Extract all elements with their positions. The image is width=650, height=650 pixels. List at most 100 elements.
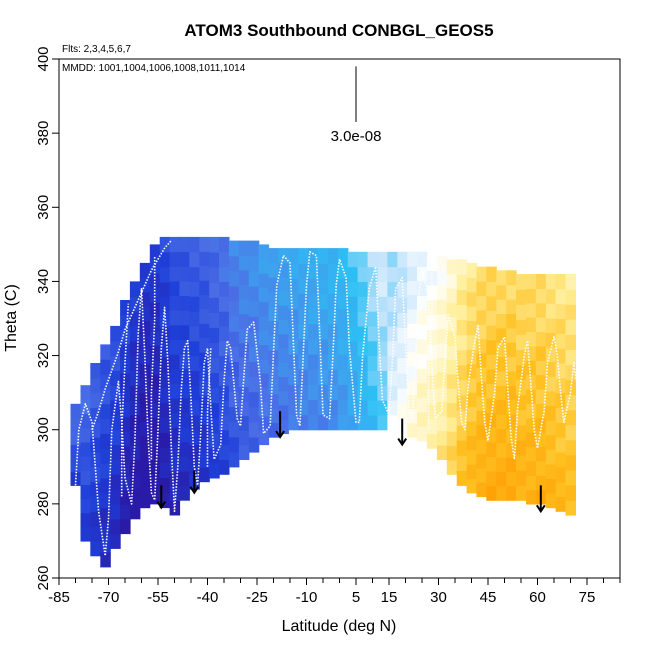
heatmap-cell — [367, 311, 379, 327]
heatmap-cell — [100, 463, 111, 479]
heatmap-cell — [298, 308, 309, 325]
heatmap-cell — [189, 325, 200, 342]
heatmap-cell — [149, 330, 161, 346]
heatmap-cell — [496, 313, 507, 329]
heatmap-cell — [179, 251, 190, 267]
heatmap-cell — [209, 236, 220, 253]
heatmap-cell — [268, 320, 280, 336]
heatmap-cell — [120, 504, 131, 520]
heatmap-cell — [90, 496, 101, 512]
heatmap-cell — [496, 442, 507, 458]
heatmap-cell — [248, 270, 260, 287]
heatmap-cell — [397, 266, 408, 283]
heatmap-cell — [278, 276, 289, 292]
heatmap-cell — [169, 354, 181, 370]
heatmap-cell — [209, 402, 220, 419]
heatmap-cell — [555, 303, 567, 320]
heatmap-cell — [318, 293, 329, 310]
heatmap-cell — [258, 301, 270, 317]
heatmap-cell — [357, 266, 369, 282]
heatmap-cell — [110, 325, 121, 342]
heatmap-cell — [278, 419, 289, 435]
heatmap-cell — [199, 251, 210, 267]
heatmap-cell — [139, 320, 151, 336]
heatmap-cell — [248, 421, 260, 438]
heatmap-cell — [417, 339, 428, 355]
heatmap-cell — [407, 422, 418, 438]
heatmap-cell — [526, 489, 537, 505]
heatmap-cell — [159, 282, 171, 298]
heatmap-cell — [526, 417, 537, 433]
flight-track — [120, 303, 130, 497]
heatmap-cell — [248, 331, 260, 347]
heatmap-cell — [149, 460, 161, 476]
heatmap-cell — [357, 296, 369, 312]
heatmap-cell — [228, 421, 240, 438]
heatmap-cell — [545, 463, 557, 479]
x-tick-label: -10 — [296, 589, 318, 606]
x-tick-label: -55 — [147, 589, 169, 606]
heatmap-cell — [506, 385, 517, 401]
heatmap-cell — [486, 412, 497, 428]
heatmap-cell — [298, 414, 309, 431]
heatmap-cell — [238, 284, 250, 300]
heatmap-cell — [486, 383, 497, 399]
heatmap-cell — [110, 459, 121, 475]
heatmap-cell — [159, 477, 171, 494]
heatmap-cell — [258, 387, 270, 403]
heatmap-cell — [555, 496, 567, 512]
heatmap-cell — [120, 489, 131, 505]
heatmap-cell — [199, 380, 210, 396]
heatmap-cell — [90, 511, 101, 527]
heatmap-cell — [516, 289, 527, 305]
heatmap-cell — [199, 280, 210, 296]
heatmap-cell — [298, 399, 309, 416]
heatmap-cell — [189, 459, 200, 475]
heatmap-cell — [446, 287, 458, 303]
y-tick-label: 300 — [35, 417, 52, 442]
heatmap-cell — [337, 323, 349, 340]
heatmap-cell — [347, 400, 359, 416]
heatmap-cell — [555, 452, 567, 468]
heatmap-cell — [228, 255, 240, 272]
heatmap-cell — [278, 362, 289, 377]
heatmap-cell — [100, 388, 111, 405]
y-axis-label: Theta (C) — [3, 284, 20, 352]
heatmap-cell — [337, 293, 349, 310]
heatmap-cell — [436, 401, 448, 417]
heatmap-cell — [169, 368, 181, 384]
heatmap-cell — [159, 432, 171, 448]
heatmap-cell — [506, 327, 517, 343]
heatmap-cell — [476, 295, 487, 311]
heatmap-cell — [516, 364, 527, 381]
heatmap-cell — [466, 435, 478, 451]
heatmap-cell — [446, 416, 458, 432]
heatmap-cell — [357, 325, 369, 342]
heatmap-cell — [535, 360, 547, 376]
heatmap-cell — [129, 355, 141, 371]
heatmap-cell — [110, 444, 121, 460]
heatmap-cell — [337, 369, 349, 385]
heatmap-cell — [159, 267, 171, 283]
heatmap-cell — [327, 369, 339, 385]
heatmap-cell — [545, 390, 557, 406]
heatmap-cell — [278, 390, 289, 406]
heatmap-cell — [90, 437, 101, 453]
heatmap-cell — [278, 290, 289, 306]
heatmap-cell — [486, 398, 497, 414]
heatmap-cell — [268, 408, 280, 424]
heatmap-cell — [387, 325, 398, 342]
heatmap-cell — [466, 449, 478, 465]
heatmap-cell — [357, 400, 369, 416]
heatmap-cell — [486, 441, 497, 457]
heatmap-cell — [258, 358, 270, 374]
heatmap-cell — [110, 355, 121, 371]
heatmap-cell — [565, 289, 576, 305]
heatmap-cell — [496, 356, 507, 372]
heatmap-cell — [555, 288, 567, 305]
heatmap-cell — [397, 388, 408, 404]
heatmap-cell — [367, 414, 379, 431]
heatmap-cell — [169, 412, 181, 428]
heatmap-cell — [120, 387, 131, 403]
heatmap-cell — [367, 325, 379, 342]
